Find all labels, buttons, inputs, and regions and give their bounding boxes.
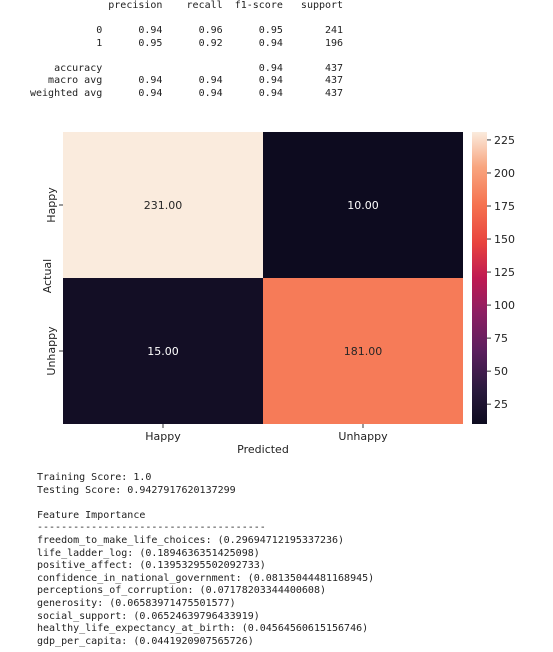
report-row: 0 0.94 0.96 0.95 241 — [30, 25, 344, 36]
heatmap-cell — [63, 132, 263, 278]
divider: -------------------------------------- — [37, 522, 266, 534]
feature-importance-item: confidence_in_national_government: (0.08… — [37, 572, 375, 584]
y-axis-title: Actual — [41, 259, 54, 293]
classification-report: precision recall f1-score support 0 0.94… — [30, 0, 343, 100]
feature-importance-item: life_ladder_log: (0.1894636351425098) — [37, 547, 260, 559]
cell-value-label: 231.00 — [144, 199, 183, 212]
report-row — [30, 50, 343, 63]
report-spacer — [30, 13, 343, 26]
x-axis-title: Predicted — [237, 443, 289, 456]
report-row: weighted avg 0.94 0.94 0.94 437 — [30, 87, 344, 99]
colorbar-tick-label: 25 — [494, 398, 508, 411]
feature-importance-item: freedom_to_make_life_choices: (0.2969471… — [37, 534, 345, 546]
colorbar-tick-label: 100 — [494, 299, 515, 312]
heatmap-cell — [63, 278, 263, 424]
x-tick-label: Unhappy — [338, 430, 388, 443]
heatmap-cell — [263, 278, 463, 424]
feature-importance-item: perceptions_of_corruption: (0.0717820334… — [37, 585, 326, 597]
colorbar-tick-label: 200 — [494, 167, 515, 180]
x-tick-label: Happy — [145, 430, 181, 443]
feature-importance-item: social_support: (0.06524639796433919) — [37, 610, 260, 622]
testing-score: Testing Score: 0.9427917620137299 — [37, 484, 236, 496]
cell-value-label: 15.00 — [147, 345, 179, 358]
model-results: Training Score: 1.0 Testing Score: 0.9427… — [37, 472, 374, 648]
training-score: Training Score: 1.0 — [37, 472, 152, 483]
heatmap-cell — [263, 132, 463, 278]
report-row: macro avg 0.94 0.94 0.94 437 — [30, 75, 344, 86]
feature-importance-item: positive_affect: (0.13953295502092733) — [37, 560, 266, 572]
spacer — [37, 497, 374, 510]
cell-value-label: 10.00 — [347, 199, 379, 212]
feature-importance-item: healthy_life_expectancy_at_birth: (0.045… — [37, 623, 369, 635]
colorbar-tick-label: 150 — [494, 233, 515, 246]
colorbar — [472, 132, 487, 424]
feature-importance-item: generosity: (0.06583971475501577) — [37, 597, 236, 609]
y-tick-label: Happy — [45, 187, 58, 223]
feature-importance-title: Feature Importance — [37, 509, 146, 521]
report-row: 1 0.95 0.92 0.94 196 — [30, 37, 344, 49]
colorbar-tick-label: 125 — [494, 266, 515, 279]
confusion-matrix-heatmap: 231.00 10.00 15.00 181.00 Happy Unhappy Happ… — [41, 132, 515, 456]
colorbar-tick-label: 175 — [494, 200, 515, 213]
report-row: accuracy 0.94 437 — [30, 62, 344, 74]
colorbar-tick-label: 50 — [494, 365, 508, 378]
colorbar-tick-label: 75 — [494, 332, 508, 345]
colorbar-tick-label: 225 — [494, 134, 515, 147]
cell-value-label: 181.00 — [344, 345, 383, 358]
feature-importance-item: gdp_per_capita: (0.0441920907565726) — [37, 635, 254, 647]
y-tick-label: Unhappy — [45, 326, 58, 376]
report-header-row: precision recall f1-score support — [30, 0, 344, 11]
